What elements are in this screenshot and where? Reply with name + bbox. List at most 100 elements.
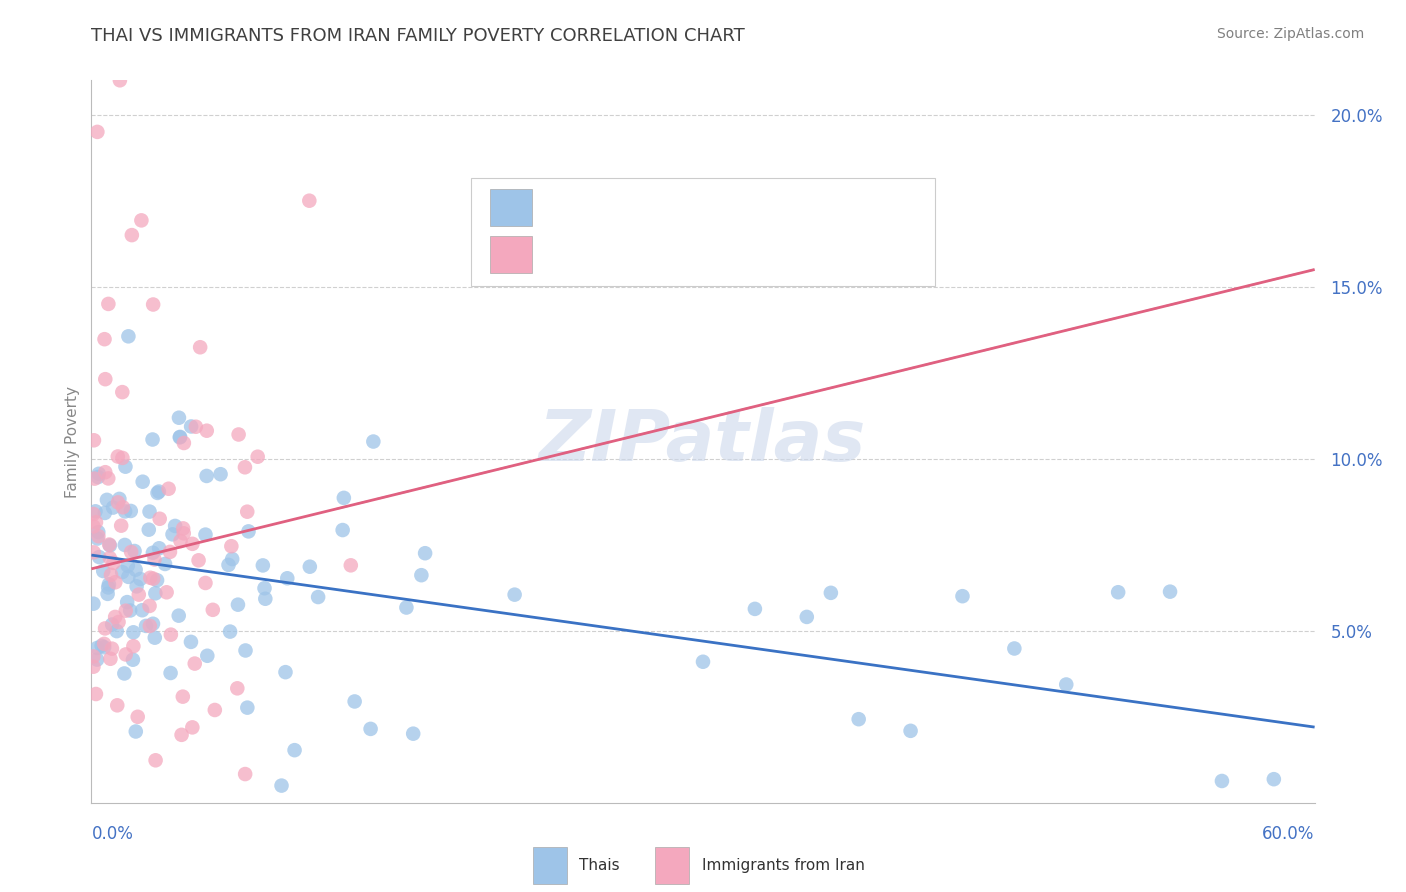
Point [87, 467, 110, 481]
Point [100, 652, 122, 666]
Point [218, 558, 240, 572]
Point [187, 553, 209, 567]
Point [97, 581, 120, 595]
FancyBboxPatch shape [491, 235, 531, 273]
Point [114, 648, 136, 662]
Point [103, 556, 125, 570]
Point [254, 591, 277, 606]
Point [167, 608, 190, 623]
Point [84, 687, 107, 701]
Point [195, 469, 218, 483]
Point [169, 430, 191, 444]
Point [143, 586, 166, 600]
Text: Thais: Thais [579, 858, 620, 872]
Point [120, 545, 142, 559]
Point [180, 419, 202, 434]
Point [127, 710, 149, 724]
Point [233, 460, 256, 475]
Point [270, 779, 292, 793]
Point [402, 727, 425, 741]
Point [181, 537, 204, 551]
Point [101, 641, 124, 656]
Text: 0.246: 0.246 [595, 241, 652, 259]
Point [142, 546, 165, 560]
Point [1002, 641, 1025, 656]
Point [111, 565, 134, 579]
Point [413, 546, 436, 560]
Point [143, 552, 166, 566]
Point [274, 665, 297, 680]
Point [333, 491, 356, 505]
Point [94, 372, 117, 386]
Point [332, 523, 354, 537]
Point [820, 586, 842, 600]
Point [848, 712, 870, 726]
Point [201, 603, 224, 617]
Point [94, 506, 117, 520]
Point [148, 484, 170, 499]
Point [236, 700, 259, 714]
Point [184, 419, 207, 434]
Point [87, 525, 110, 540]
Y-axis label: Family Poverty: Family Poverty [65, 385, 80, 498]
Point [115, 595, 138, 609]
Point [101, 500, 124, 515]
Point [97, 297, 120, 311]
Point [121, 228, 143, 243]
Point [98, 551, 121, 566]
Point [83, 434, 105, 448]
Text: R =: R = [544, 241, 583, 259]
Point [108, 491, 131, 506]
Point [138, 523, 160, 537]
Point [1054, 677, 1077, 691]
Point [124, 563, 146, 577]
Point [117, 329, 139, 343]
Point [195, 648, 218, 663]
Point [252, 558, 274, 573]
Point [125, 579, 148, 593]
Point [100, 567, 122, 582]
Point [90, 639, 112, 653]
Point [86, 640, 108, 655]
Point [148, 541, 170, 556]
Point [339, 558, 361, 573]
Point [395, 600, 418, 615]
Point [1159, 584, 1181, 599]
Point [138, 599, 160, 613]
Point [82, 649, 104, 664]
Point [142, 433, 165, 447]
Text: 107: 107 [789, 194, 827, 212]
Point [114, 604, 136, 618]
Point [692, 655, 714, 669]
Text: ZIPatlas: ZIPatlas [540, 407, 866, 476]
Point [146, 486, 169, 500]
Text: -0.453: -0.453 [595, 194, 659, 212]
Point [83, 545, 105, 559]
Point [149, 512, 172, 526]
Point [139, 571, 162, 585]
Point [82, 597, 104, 611]
Point [98, 538, 121, 552]
Point [298, 559, 321, 574]
Point [284, 743, 307, 757]
Point [86, 652, 108, 666]
Point [111, 450, 134, 465]
Point [159, 665, 181, 680]
Point [233, 767, 256, 781]
Point [165, 519, 187, 533]
Point [153, 557, 176, 571]
Point [110, 518, 132, 533]
Point [298, 194, 321, 208]
Point [170, 728, 193, 742]
Point [173, 436, 195, 450]
Point [89, 549, 111, 564]
Point [194, 576, 217, 591]
Point [157, 482, 180, 496]
Point [128, 588, 150, 602]
Point [276, 571, 298, 585]
Point [184, 657, 207, 671]
Point [91, 564, 114, 578]
Point [209, 467, 232, 482]
Point [125, 724, 148, 739]
FancyBboxPatch shape [471, 178, 935, 286]
